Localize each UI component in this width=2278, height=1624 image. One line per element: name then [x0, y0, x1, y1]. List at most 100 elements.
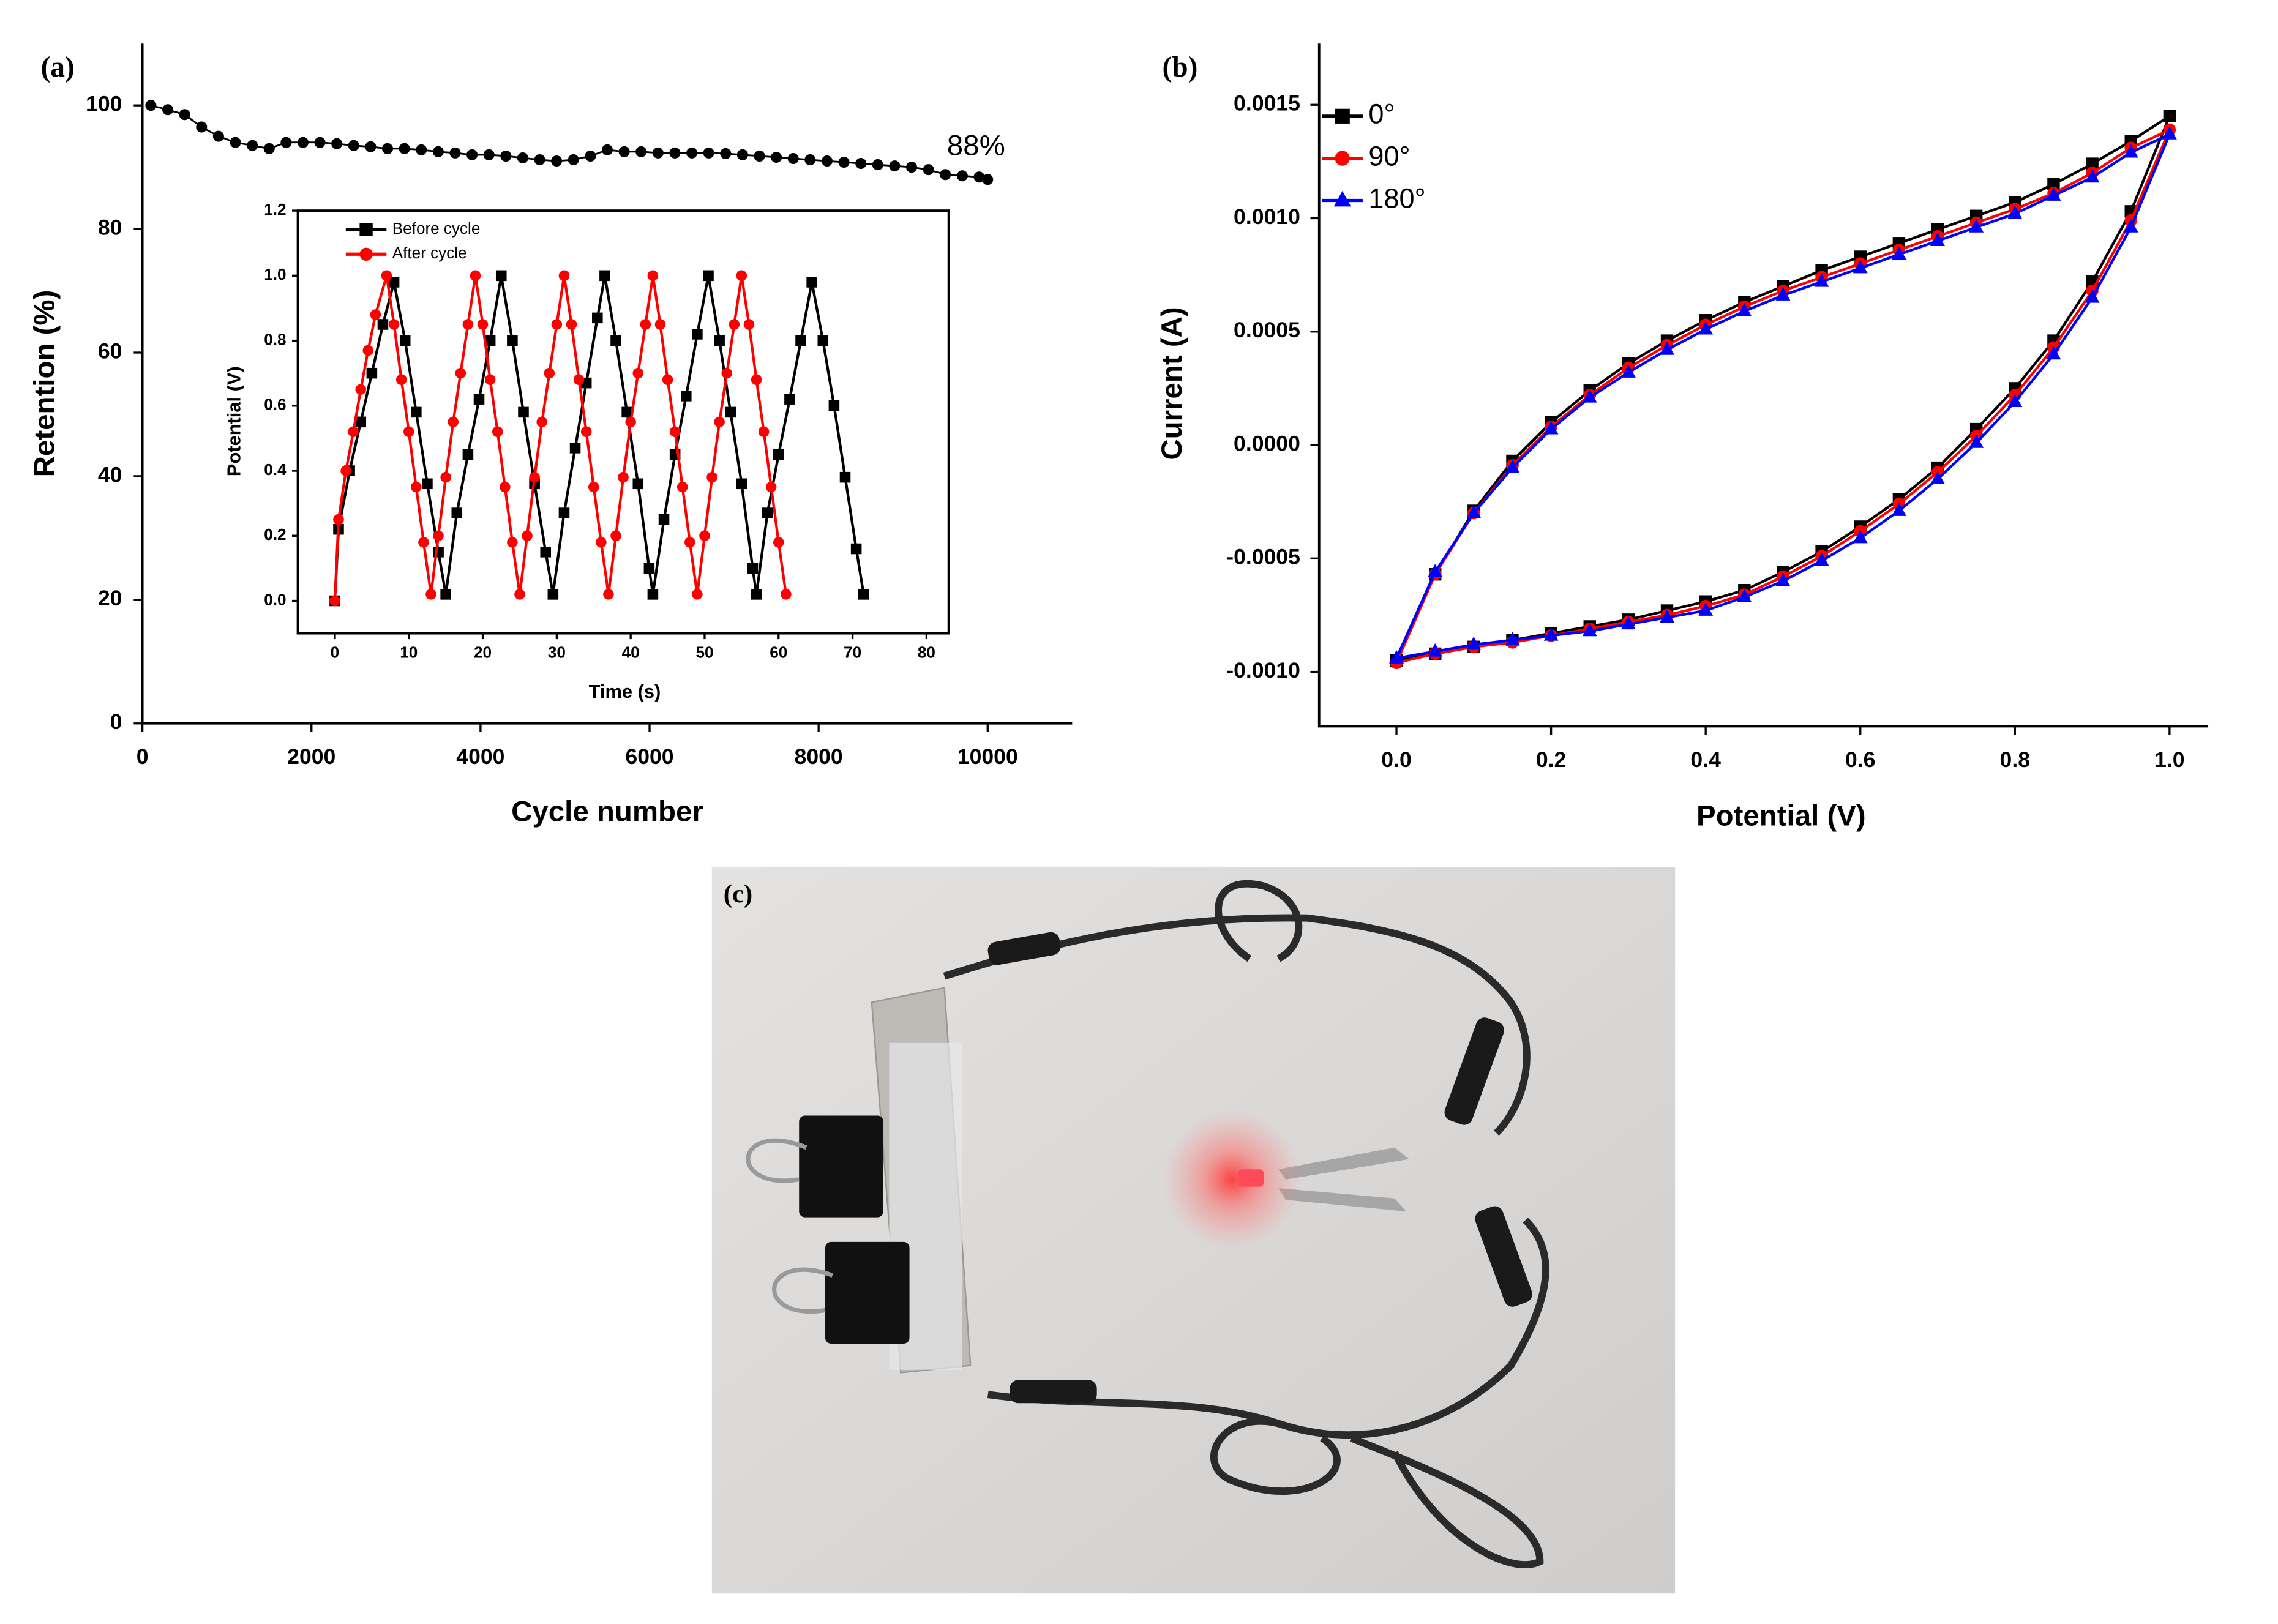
marker [1660, 342, 1674, 355]
series-line [333, 275, 865, 601]
marker [473, 394, 485, 405]
marker [263, 143, 275, 154]
marker [432, 146, 444, 157]
marker [654, 319, 666, 330]
marker [280, 137, 292, 148]
y-tick-label: 0.2 [264, 525, 286, 544]
y-tick-label: 0.0015 [1234, 91, 1300, 116]
marker [518, 406, 529, 418]
marker [850, 543, 862, 555]
series-line [333, 275, 787, 601]
y-tick-label: 0.4 [264, 460, 287, 479]
marker [1930, 471, 1945, 485]
y-tick-label: 0.6 [264, 395, 286, 414]
marker [484, 335, 496, 346]
marker [1969, 219, 1984, 233]
marker [773, 449, 784, 460]
x-tick-label: 0.2 [1536, 747, 1566, 772]
x-tick-label: 60 [770, 643, 787, 662]
plot-frame [296, 209, 950, 635]
marker [247, 140, 258, 151]
marker [433, 530, 444, 542]
marker [495, 270, 507, 282]
marker [569, 443, 581, 454]
marker [736, 149, 748, 160]
marker [940, 169, 951, 181]
marker [196, 121, 208, 133]
marker [804, 154, 816, 166]
marker [596, 537, 607, 548]
marker [2123, 219, 2138, 233]
marker [795, 335, 806, 346]
marker [1620, 364, 1636, 378]
marker [355, 384, 367, 395]
clip-jaws [1278, 1147, 1409, 1212]
marker [145, 100, 157, 111]
marker [451, 507, 463, 518]
x-tick-label: 0.8 [2000, 747, 2030, 772]
marker [1505, 632, 1520, 646]
marker [1891, 503, 1906, 516]
marker [329, 595, 340, 607]
marker [462, 449, 474, 460]
y-tick-label: -0.0010 [1226, 658, 1300, 683]
marker [2085, 289, 2100, 303]
marker [507, 537, 518, 548]
binder-clips [799, 1115, 910, 1344]
marker [551, 319, 563, 330]
marker [2085, 169, 2100, 183]
marker [547, 589, 559, 600]
marker [544, 367, 555, 379]
marker [635, 146, 647, 157]
marker [640, 319, 651, 330]
marker [714, 335, 725, 346]
marker [784, 394, 795, 405]
marker [1737, 303, 1752, 316]
marker [403, 426, 414, 438]
marker [692, 329, 703, 340]
marker [348, 140, 359, 151]
marker [610, 530, 621, 542]
y-tick-label: 0.0005 [1234, 318, 1300, 342]
marker [212, 130, 224, 142]
marker [686, 147, 698, 159]
marker [230, 137, 241, 148]
led-glow [1162, 1109, 1302, 1249]
marker [558, 270, 570, 282]
marker [366, 367, 378, 379]
marker [477, 319, 489, 330]
wires [943, 880, 1549, 1568]
marker [1853, 529, 1868, 544]
marker [355, 416, 367, 428]
y-tick-label: 60 [98, 339, 122, 363]
marker [2007, 205, 2023, 219]
marker [540, 547, 552, 558]
marker [643, 563, 655, 574]
marker [382, 143, 394, 154]
y-tick-label: 1.0 [264, 265, 286, 283]
marker [1814, 273, 1829, 287]
y-tick-label: 0.0010 [1234, 204, 1300, 229]
marker [1853, 260, 1868, 274]
x-tick-label: 20 [474, 643, 492, 662]
marker [729, 319, 740, 330]
legend-marker [1335, 108, 1350, 124]
y-tick-label: 0 [110, 709, 122, 734]
x-tick-label: 6000 [625, 744, 673, 769]
marker [517, 152, 528, 163]
marker [632, 367, 644, 379]
marker [592, 312, 603, 324]
marker [923, 164, 934, 176]
marker [484, 374, 496, 386]
marker [348, 426, 359, 438]
photo: (c) [711, 867, 1676, 1594]
led [1237, 1169, 1264, 1187]
legend-label: 0° [1368, 99, 1395, 130]
marker [1698, 321, 1714, 335]
marker [2007, 394, 2023, 408]
alligator-clips [987, 932, 1532, 1404]
marker [855, 158, 867, 170]
marker [507, 335, 518, 346]
marker [725, 406, 736, 418]
